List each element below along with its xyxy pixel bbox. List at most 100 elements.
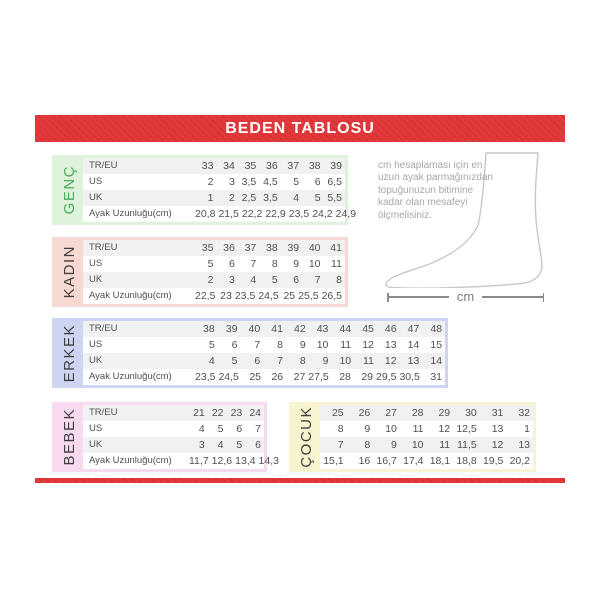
table-row: Ayak Uzunluğu(cm) 20,8 21,5 22,2 22,9 23,5 24,…	[83, 206, 356, 222]
table-category-label-kadin: KADIN	[60, 245, 78, 299]
table-row: UK 1 2 2,5 3,5 4 5 5,5	[83, 190, 345, 206]
row-label: UK	[89, 439, 103, 450]
size-value: 4	[250, 274, 257, 286]
scale-line-right	[482, 296, 543, 298]
size-value: 47	[407, 323, 420, 335]
size-value: 34	[223, 160, 235, 172]
size-value: 11	[412, 423, 424, 435]
size-value: 4	[208, 355, 215, 367]
size-value: 5	[231, 355, 238, 367]
table-category-label-cocuk: ÇOCUK	[297, 406, 315, 468]
size-value: 5	[207, 258, 214, 270]
row-label: UK	[89, 355, 103, 366]
size-value: 18,1	[429, 455, 451, 467]
size-value: 29,5	[376, 371, 397, 383]
size-value: 26,5	[321, 290, 342, 302]
row-label: UK	[89, 192, 103, 203]
size-value: 4	[198, 423, 205, 435]
row-label: US	[89, 423, 103, 434]
size-value: 6	[293, 274, 300, 286]
size-value: 23,5	[195, 371, 216, 383]
size-value: 5	[208, 339, 215, 351]
table-row: TR/EU 21 22 23 24	[83, 405, 264, 421]
size-value: 2	[207, 176, 214, 188]
size-value: 27	[385, 407, 397, 419]
size-value: 23	[220, 290, 232, 302]
size-value: 35	[244, 160, 257, 172]
table-row: US 5 6 7 8 9 10 11 12 13 14 15	[83, 337, 445, 353]
size-value: 3	[229, 274, 235, 286]
size-value: 10	[339, 355, 352, 367]
size-value: 23	[230, 407, 243, 419]
size-value: 27,5	[308, 371, 329, 383]
size-value: 40	[248, 323, 261, 335]
size-value: 13,4	[235, 455, 256, 467]
size-value: 22,5	[195, 290, 216, 302]
table-rows-genc: TR/EU 33 34 35 36 37 38 39 US 2 3 3,5 4,5 5 6 6,5 UK 1 2 2,…	[83, 158, 356, 222]
size-value: 13	[518, 439, 530, 451]
size-value: 6	[314, 176, 321, 188]
size-value: 9	[391, 439, 397, 451]
row-label: US	[89, 176, 103, 187]
size-value: 25	[249, 371, 262, 383]
size-value: 22,9	[265, 208, 286, 220]
size-value: 36	[223, 242, 235, 254]
size-value: 4	[217, 439, 224, 451]
row-label: TR/EU	[89, 323, 118, 334]
size-value: 27	[293, 371, 306, 383]
size-value: 41	[330, 242, 342, 254]
size-value: 13	[384, 339, 397, 351]
row-label: TR/EU	[89, 242, 118, 253]
size-value: 5	[217, 423, 224, 435]
size-value: 20,2	[509, 455, 530, 467]
size-value: 10	[316, 339, 329, 351]
table-row: US 4 5 6 7	[83, 421, 264, 437]
size-value: 14,3	[258, 455, 279, 467]
row-label: TR/EU	[89, 160, 118, 171]
size-value: 18,8	[456, 455, 477, 467]
size-value: 8	[271, 258, 278, 270]
size-value: 23,5	[288, 208, 310, 220]
table-rows-erkek: TR/EU 38 39 40 41 42 43 44 45 46 47 48 US 5 6 7 8 9 10 11 12…	[83, 321, 445, 385]
table-row: TR/EU 35 36 37 38 39 40 41	[83, 240, 345, 256]
size-value: 10	[385, 423, 397, 435]
size-value: 11	[331, 258, 342, 270]
table-row: Ayak Uzunluğu(cm) 11,7 12,6 13,4 14,3	[83, 453, 279, 469]
foot-outline-icon	[385, 152, 543, 288]
size-value: 25,5	[298, 290, 319, 302]
size-value: 12,6	[211, 455, 233, 467]
table-row: Ayak Uzunluğu(cm) 23,5 24,5 25 26 27 27,5 28 29 2…	[83, 369, 445, 385]
row-label: Ayak Uzunluğu(cm)	[89, 290, 172, 301]
table-row: 8 9 10 11 12 12,5 13 1	[320, 421, 533, 437]
size-value: 29	[438, 407, 451, 419]
size-value: 24,5	[258, 290, 279, 302]
scale-right-tick	[542, 292, 544, 302]
size-table-cocuk: ÇOCUK 25 26 27 28 29 30 31 32 8 9 10 11 12 12,5 13 1 7 8 9…	[289, 402, 536, 472]
size-value: 23,5	[234, 290, 256, 302]
size-value: 5	[293, 176, 300, 188]
size-value: 7	[254, 339, 261, 351]
size-value: 3,5	[241, 176, 257, 188]
size-value: 12	[362, 339, 374, 351]
size-value: 7	[314, 274, 321, 286]
size-value: 5	[236, 439, 243, 451]
row-label: TR/EU	[89, 407, 118, 418]
size-value: 11,7	[189, 455, 209, 467]
size-value: 24,2	[312, 208, 333, 220]
page-title: BEDEN TABLOSU	[225, 119, 375, 137]
size-value: 31	[430, 371, 443, 383]
size-value: 48	[430, 323, 443, 335]
size-table-erkek: ERKEK TR/EU 38 39 40 41 42 43 44 45 46 47 48 US 5 6 7 8 9…	[52, 318, 448, 388]
size-value: 24,9	[335, 208, 357, 220]
size-value: 28	[339, 371, 351, 383]
size-value: 16,7	[376, 455, 397, 467]
size-value: 46	[384, 323, 397, 335]
size-value: 6	[231, 339, 238, 351]
size-value: 28	[411, 407, 424, 419]
table-row: TR/EU 33 34 35 36 37 38 39	[83, 158, 345, 174]
size-value: 31	[491, 407, 504, 419]
size-value: 1	[207, 192, 214, 204]
size-value: 19,5	[482, 455, 504, 467]
scale-line-left	[388, 296, 449, 298]
